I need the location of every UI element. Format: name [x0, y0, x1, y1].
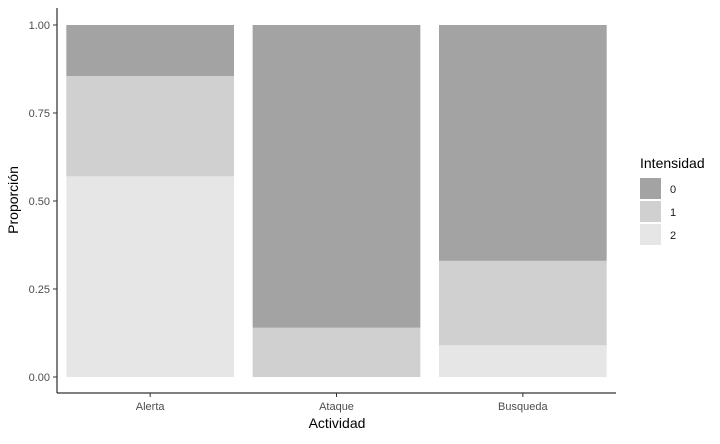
y-tick-label: 0.50 — [29, 196, 50, 208]
bar-ataque-intensidad-0 — [252, 25, 421, 328]
bar-busqueda-intensidad-0 — [438, 25, 607, 261]
x-tick-label: Ataque — [319, 401, 354, 413]
bar-alerta-intensidad-1 — [66, 76, 235, 177]
x-tick-label: Busqueda — [498, 401, 548, 413]
legend-label-0: 0 — [670, 184, 676, 196]
y-tick-label: 0.00 — [29, 372, 50, 384]
y-tick-label: 0.75 — [29, 108, 50, 120]
legend-title: Intensidad — [640, 155, 705, 171]
plot-area — [66, 25, 607, 377]
y-axis-title: Proporción — [5, 166, 21, 234]
bar-alerta-intensidad-0 — [66, 25, 235, 77]
legend-swatch-2 — [640, 224, 661, 245]
bar-alerta-intensidad-2 — [66, 176, 235, 377]
y-tick-label: 0.25 — [29, 284, 50, 296]
x-axis: Alerta Ataque Busqueda — [57, 392, 616, 413]
bar-busqueda-intensidad-2 — [438, 345, 607, 377]
y-tick-label: 1.00 — [29, 20, 50, 32]
legend-swatch-1 — [640, 201, 661, 222]
bar-busqueda-intensidad-1 — [438, 260, 607, 346]
legend-label-1: 1 — [670, 207, 676, 219]
x-tick-label: Alerta — [136, 401, 166, 413]
legend: Intensidad 0 1 2 — [640, 155, 705, 245]
bar-ataque-intensidad-1 — [252, 327, 421, 377]
x-axis-title: Actividad — [309, 415, 366, 431]
y-axis: 0.00 0.25 0.50 0.75 1.00 — [29, 8, 58, 393]
legend-swatch-0 — [640, 178, 661, 199]
legend-label-2: 2 — [670, 230, 676, 242]
